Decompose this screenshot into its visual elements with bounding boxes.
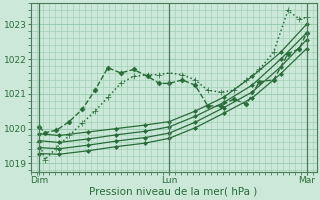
X-axis label: Pression niveau de la mer( hPa ): Pression niveau de la mer( hPa ) [90, 187, 258, 197]
